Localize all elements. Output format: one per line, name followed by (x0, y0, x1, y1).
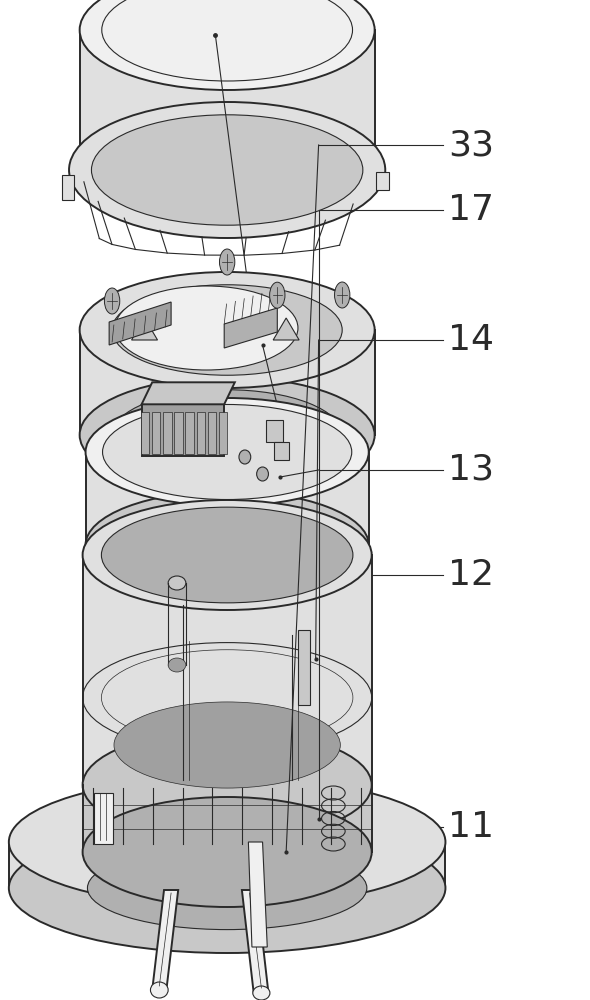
FancyBboxPatch shape (165, 542, 183, 560)
Polygon shape (152, 890, 178, 990)
Ellipse shape (253, 986, 270, 1000)
Ellipse shape (80, 377, 375, 493)
Ellipse shape (9, 823, 445, 953)
Circle shape (219, 249, 235, 275)
Polygon shape (273, 318, 299, 340)
Polygon shape (142, 404, 224, 456)
Polygon shape (152, 412, 160, 454)
FancyBboxPatch shape (266, 420, 283, 442)
Ellipse shape (239, 450, 251, 464)
Ellipse shape (112, 285, 342, 375)
Polygon shape (80, 330, 375, 435)
Polygon shape (175, 412, 183, 454)
Ellipse shape (115, 286, 298, 370)
Ellipse shape (99, 804, 356, 880)
Polygon shape (242, 890, 268, 993)
Text: 14: 14 (448, 323, 494, 357)
Polygon shape (141, 412, 149, 454)
FancyBboxPatch shape (62, 175, 74, 200)
FancyBboxPatch shape (271, 542, 290, 560)
Ellipse shape (80, 272, 375, 388)
Ellipse shape (168, 658, 186, 672)
Circle shape (104, 288, 120, 314)
Ellipse shape (257, 467, 268, 481)
Ellipse shape (168, 576, 186, 590)
Polygon shape (132, 318, 158, 340)
FancyBboxPatch shape (218, 547, 237, 565)
Polygon shape (196, 412, 205, 454)
FancyBboxPatch shape (94, 793, 113, 844)
Polygon shape (109, 302, 171, 345)
Circle shape (270, 282, 285, 308)
Text: 13: 13 (448, 453, 494, 487)
Ellipse shape (114, 702, 340, 788)
FancyBboxPatch shape (298, 630, 310, 705)
Ellipse shape (91, 115, 363, 225)
FancyBboxPatch shape (209, 429, 236, 447)
Text: 11: 11 (448, 810, 494, 844)
Ellipse shape (9, 777, 445, 907)
Text: 17: 17 (448, 193, 494, 227)
Polygon shape (142, 382, 235, 404)
Ellipse shape (83, 730, 372, 840)
Polygon shape (224, 308, 277, 348)
Text: 12: 12 (448, 558, 494, 592)
Polygon shape (208, 412, 216, 454)
Ellipse shape (86, 491, 369, 599)
Ellipse shape (69, 102, 385, 238)
Polygon shape (219, 412, 227, 454)
Polygon shape (185, 412, 194, 454)
Polygon shape (163, 412, 172, 454)
Ellipse shape (101, 507, 353, 603)
FancyBboxPatch shape (274, 442, 289, 460)
Text: 33: 33 (448, 128, 494, 162)
Ellipse shape (112, 390, 342, 480)
Polygon shape (9, 842, 445, 888)
Polygon shape (248, 842, 267, 947)
Ellipse shape (80, 0, 375, 90)
Ellipse shape (87, 800, 367, 884)
Ellipse shape (102, 0, 352, 81)
Polygon shape (86, 452, 369, 545)
FancyBboxPatch shape (376, 172, 389, 190)
Ellipse shape (83, 797, 372, 907)
Polygon shape (83, 555, 372, 785)
Ellipse shape (87, 846, 367, 930)
Ellipse shape (103, 404, 352, 500)
Polygon shape (83, 785, 372, 852)
Ellipse shape (83, 500, 372, 610)
Ellipse shape (86, 398, 369, 506)
Polygon shape (80, 30, 375, 170)
Circle shape (335, 282, 350, 308)
Ellipse shape (150, 982, 168, 998)
